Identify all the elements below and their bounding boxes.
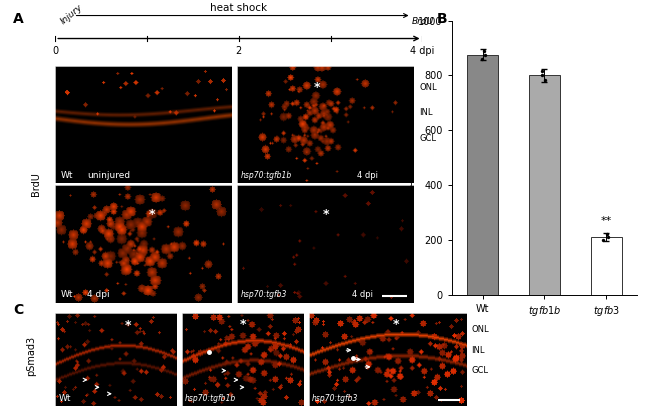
Y-axis label: BrdU+ cells/injury: BrdU+ cells/injury: [406, 110, 415, 205]
Text: BrdU: BrdU: [411, 16, 434, 26]
Point: [476, 55, 487, 62]
Point: [598, 236, 608, 243]
Text: *: *: [240, 318, 246, 331]
Text: *: *: [150, 208, 156, 221]
Point: [601, 231, 612, 237]
Text: A: A: [13, 12, 24, 26]
Text: *: *: [313, 81, 320, 94]
Text: hsp70:tgfb3: hsp70:tgfb3: [312, 394, 358, 403]
Text: Injury: Injury: [59, 2, 84, 26]
Text: B: B: [437, 12, 447, 26]
Bar: [467, 55, 498, 295]
Text: hsp70:tgfb1b: hsp70:tgfb1b: [240, 171, 292, 180]
Text: 4 dpi: 4 dpi: [410, 46, 435, 56]
Text: heat shock: heat shock: [211, 2, 267, 13]
Bar: [529, 75, 560, 295]
Text: 4 dpi: 4 dpi: [352, 290, 373, 299]
Text: Wt: Wt: [59, 394, 72, 403]
Text: 4 dpi: 4 dpi: [358, 171, 378, 180]
Point: [537, 72, 547, 79]
Text: 2: 2: [236, 46, 242, 56]
Text: *: *: [322, 208, 329, 221]
Text: *: *: [125, 318, 131, 332]
Point: [537, 67, 547, 74]
Text: INL: INL: [471, 346, 485, 355]
Text: **: **: [601, 216, 612, 226]
Text: Wt: Wt: [60, 171, 73, 180]
Text: GCL: GCL: [419, 134, 436, 143]
Point: [480, 52, 491, 58]
Text: 0: 0: [52, 46, 58, 56]
Text: ONL: ONL: [419, 82, 437, 91]
Text: GCL: GCL: [471, 366, 488, 375]
Text: Wt: Wt: [60, 290, 73, 299]
Text: C: C: [13, 303, 23, 317]
Point: [479, 48, 489, 54]
Text: BrdU: BrdU: [31, 173, 41, 196]
Text: pSmad3: pSmad3: [26, 336, 36, 377]
Text: ONL: ONL: [471, 325, 489, 334]
Text: 4 dpi: 4 dpi: [87, 290, 110, 299]
Text: hsp70:tgfb1b: hsp70:tgfb1b: [185, 394, 236, 403]
Point: [603, 234, 614, 240]
Point: [540, 77, 550, 84]
Text: INL: INL: [419, 108, 433, 117]
Text: hsp70:tgfb3: hsp70:tgfb3: [240, 290, 287, 299]
Text: uninjured: uninjured: [87, 171, 130, 180]
Text: *: *: [393, 318, 399, 331]
Bar: [591, 237, 621, 295]
